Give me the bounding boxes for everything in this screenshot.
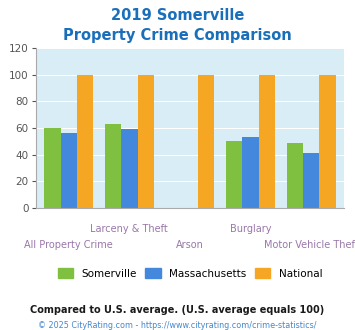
Legend: Somerville, Massachusetts, National: Somerville, Massachusetts, National bbox=[53, 264, 327, 283]
Bar bbox=[61, 133, 77, 208]
Bar bbox=[226, 141, 242, 208]
Bar bbox=[198, 75, 214, 208]
Text: Larceny & Theft: Larceny & Theft bbox=[91, 224, 168, 234]
Text: Motor Vehicle Theft: Motor Vehicle Theft bbox=[264, 240, 355, 250]
Text: © 2025 CityRating.com - https://www.cityrating.com/crime-statistics/: © 2025 CityRating.com - https://www.city… bbox=[38, 321, 317, 330]
Text: 2019 Somerville: 2019 Somerville bbox=[111, 8, 244, 23]
Bar bbox=[44, 128, 61, 208]
Text: Burglary: Burglary bbox=[230, 224, 271, 234]
Bar bbox=[259, 75, 275, 208]
Bar bbox=[242, 137, 259, 208]
Bar bbox=[137, 75, 154, 208]
Bar bbox=[286, 143, 303, 208]
Bar bbox=[319, 75, 335, 208]
Bar bbox=[77, 75, 93, 208]
Text: Arson: Arson bbox=[176, 240, 204, 250]
Text: Compared to U.S. average. (U.S. average equals 100): Compared to U.S. average. (U.S. average … bbox=[31, 305, 324, 315]
Text: Property Crime Comparison: Property Crime Comparison bbox=[63, 28, 292, 43]
Bar bbox=[105, 124, 121, 208]
Bar bbox=[303, 153, 319, 208]
Text: All Property Crime: All Property Crime bbox=[24, 240, 113, 250]
Bar bbox=[121, 129, 137, 208]
